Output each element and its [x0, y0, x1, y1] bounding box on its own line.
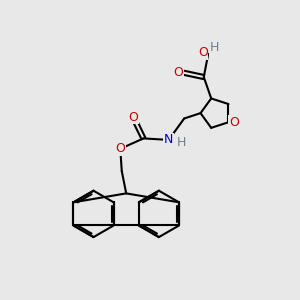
Text: N: N	[164, 134, 173, 146]
Text: O: O	[198, 46, 208, 59]
Text: O: O	[229, 116, 239, 129]
Text: O: O	[128, 110, 138, 124]
Text: H: H	[176, 136, 186, 149]
Text: H: H	[209, 41, 219, 54]
Text: O: O	[115, 142, 125, 155]
Text: O: O	[174, 66, 184, 79]
